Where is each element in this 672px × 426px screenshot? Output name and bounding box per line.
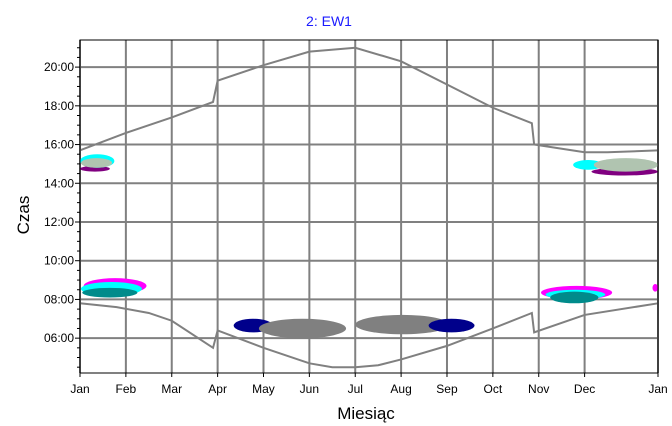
data-blob: [550, 291, 599, 304]
x-tick-labels: Jan Feb Mar Apr May Jun Jul Aug Sep Oct Nov Dec Jan: [70, 382, 667, 396]
y-tick-label: 06:00: [44, 331, 74, 345]
data-blob: [80, 158, 113, 168]
data-blob: [258, 318, 347, 339]
y-tick-label: 08:00: [44, 292, 74, 306]
series-lines: [79, 46, 659, 369]
x-tick-label: Nov: [528, 382, 549, 396]
series-line: [79, 46, 659, 154]
chart-title: 2: EW1: [306, 13, 352, 29]
x-tick-label: Apr: [208, 382, 227, 396]
y-tick-label: 14:00: [44, 176, 74, 190]
x-tick-label: Oct: [484, 382, 503, 396]
y-tick-labels: 06:00 08:00 10:00 12:00 14:00 16:00 18:00 20:00: [44, 60, 74, 345]
x-tick-label: Feb: [116, 382, 137, 396]
y-tick-label: 12:00: [44, 215, 74, 229]
series-line: [79, 302, 659, 369]
y-axis-title: Czas: [14, 196, 33, 235]
x-tick-label: Jan: [70, 382, 89, 396]
y-tick-label: 20:00: [44, 60, 74, 74]
x-tick-label: Jun: [300, 382, 319, 396]
x-tick-label: Dec: [574, 382, 595, 396]
data-blob: [573, 160, 603, 170]
y-tick-label: 10:00: [44, 254, 74, 268]
x-axis-title: Miesiąc: [337, 404, 395, 423]
data-blob: [652, 283, 658, 292]
x-tick-label: Jan: [648, 382, 667, 396]
y-tick-label: 18:00: [44, 99, 74, 113]
x-tick-label: Mar: [161, 382, 182, 396]
x-tick-label: Jul: [348, 382, 363, 396]
data-blob: [593, 158, 659, 172]
data-blobs: [80, 154, 659, 339]
y-tick-label: 16:00: [44, 138, 74, 152]
plot-frame: [79, 39, 659, 374]
x-tick-label: Aug: [390, 382, 411, 396]
x-tick-label: Sep: [436, 382, 458, 396]
ticks: [75, 47, 659, 377]
data-blob: [82, 287, 138, 298]
data-blob: [428, 318, 475, 333]
data-blob: [355, 314, 450, 335]
x-tick-label: May: [252, 382, 275, 396]
